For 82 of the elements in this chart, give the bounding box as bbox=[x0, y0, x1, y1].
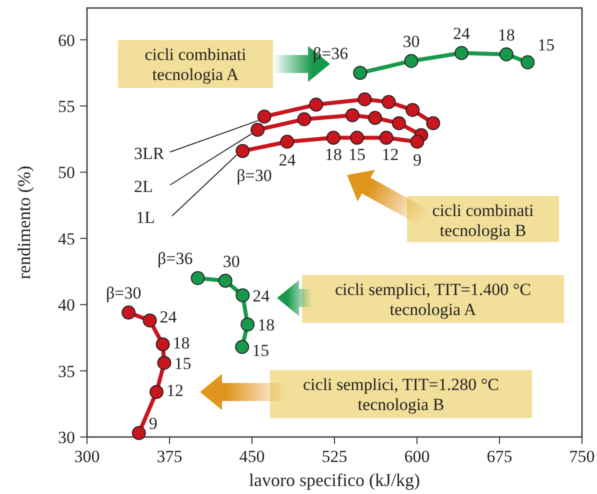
annotation: β=36 bbox=[158, 249, 193, 268]
point bbox=[404, 54, 418, 68]
annotation: 18 bbox=[498, 25, 515, 44]
annotation: β=36 bbox=[312, 44, 348, 63]
text: 1L bbox=[136, 208, 155, 227]
point bbox=[236, 288, 250, 302]
annotation: 24 bbox=[453, 24, 471, 44]
annotation: 18 bbox=[324, 144, 342, 164]
point bbox=[150, 384, 164, 399]
x-tick-label: 600 bbox=[404, 447, 430, 466]
point bbox=[353, 66, 368, 80]
x-tick-label: 750 bbox=[569, 447, 595, 466]
x-tick-label: 525 bbox=[322, 447, 348, 466]
y-tick-label: 40 bbox=[58, 296, 75, 315]
point bbox=[309, 98, 324, 112]
point bbox=[297, 112, 312, 126]
annotation: 18 bbox=[258, 315, 275, 334]
point bbox=[410, 134, 424, 149]
point bbox=[499, 47, 514, 62]
point bbox=[368, 110, 382, 125]
annotation: 18 bbox=[172, 333, 190, 352]
point bbox=[280, 134, 294, 149]
point bbox=[235, 340, 250, 354]
point bbox=[350, 130, 364, 145]
point bbox=[157, 356, 172, 370]
annotation: 30 bbox=[222, 252, 240, 271]
annotation: 9 bbox=[148, 414, 158, 434]
y-tick-label: 45 bbox=[58, 229, 75, 248]
point bbox=[326, 130, 340, 145]
point bbox=[257, 110, 272, 124]
text: 3LR bbox=[134, 144, 165, 163]
point bbox=[218, 274, 232, 288]
point bbox=[406, 102, 420, 117]
point bbox=[122, 306, 136, 320]
point bbox=[379, 130, 394, 145]
x-axis-title: lavoro specifico (kJ/kg) bbox=[249, 470, 420, 490]
annotation: 12 bbox=[382, 144, 399, 164]
x-tick-label: 300 bbox=[74, 447, 100, 466]
y-tick-label: 35 bbox=[58, 362, 75, 381]
annotation: 24 bbox=[278, 150, 296, 170]
point bbox=[454, 46, 469, 60]
annotation: 15 bbox=[174, 354, 192, 373]
annotation: 15 bbox=[538, 35, 555, 54]
x-tick-label: 375 bbox=[156, 447, 182, 466]
y-tick-label: 50 bbox=[58, 163, 75, 182]
x-tick-label: 450 bbox=[239, 447, 265, 466]
point bbox=[426, 116, 440, 130]
annotation: 24 bbox=[252, 286, 270, 306]
point bbox=[142, 313, 157, 328]
annotation: 15 bbox=[252, 340, 270, 360]
point bbox=[236, 144, 250, 158]
y-axis-title: rendimento (%) bbox=[14, 166, 34, 280]
callout: cicli combinati tecnologia B bbox=[407, 196, 559, 242]
point bbox=[240, 317, 255, 332]
annotation: cicli combinati tecnologia B bbox=[432, 201, 534, 240]
callout: cicli combinati tecnologia A bbox=[118, 40, 273, 88]
annotation: cicli combinati tecnologia A bbox=[144, 45, 247, 84]
annotation: cicli semplici, TIT=1.400 °C tecnologia A bbox=[335, 280, 531, 319]
annotation: 30 bbox=[402, 32, 420, 51]
annotation: β=30 bbox=[106, 284, 142, 303]
point bbox=[132, 426, 146, 440]
callout: cicli semplici, TIT=1.280 °C tecnologia B bbox=[270, 370, 532, 418]
point bbox=[520, 55, 535, 70]
y-tick-label: 30 bbox=[58, 428, 75, 447]
point bbox=[190, 271, 205, 286]
annotation: β=30 bbox=[236, 166, 272, 185]
point bbox=[358, 92, 372, 106]
point bbox=[382, 95, 396, 110]
annotation: 24 bbox=[160, 307, 178, 326]
annotation: 15 bbox=[348, 144, 366, 164]
annotation: 12 bbox=[166, 380, 184, 400]
text: 2L bbox=[134, 177, 153, 196]
x-tick-label: 675 bbox=[486, 447, 512, 466]
y-tick-label: 60 bbox=[58, 30, 75, 50]
y-tick-label: 55 bbox=[58, 96, 75, 116]
point bbox=[250, 122, 265, 137]
point bbox=[156, 337, 170, 352]
annotation: 9 bbox=[412, 150, 422, 170]
callout: cicli semplici, TIT=1.400 °C tecnologia A bbox=[302, 275, 564, 323]
point bbox=[345, 108, 360, 122]
annotation: cicli semplici, TIT=1.280 °C tecnologia B bbox=[303, 375, 499, 414]
point bbox=[392, 116, 406, 130]
